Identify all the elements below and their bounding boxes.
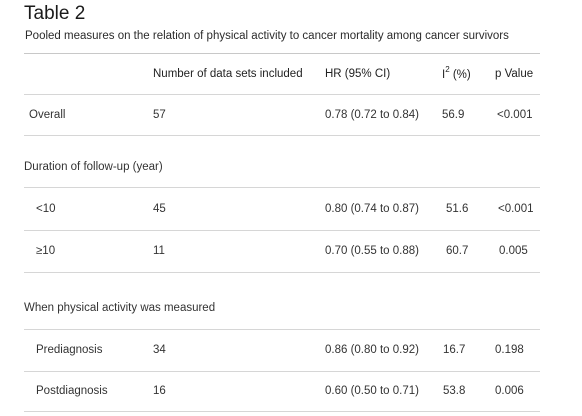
header-i2: I2 (%) (442, 65, 471, 81)
rule-prediagnosis (24, 371, 540, 372)
cell-hr: 0.80 (0.74 to 0.87) (325, 203, 419, 215)
cell-hr: 0.78 (0.72 to 0.84) (325, 109, 419, 121)
cell-p: <0.001 (498, 203, 534, 215)
section-followup: Duration of follow-up (year) (24, 161, 163, 173)
row-label: ≥10 (36, 245, 56, 257)
bottom-rule (24, 411, 540, 412)
cell-n: 45 (153, 203, 166, 215)
cell-n: 34 (153, 344, 166, 356)
cell-i2: 60.7 (446, 245, 469, 257)
rule-lt10 (24, 230, 540, 231)
cell-p: 0.006 (495, 385, 524, 397)
cell-n: 57 (153, 109, 166, 121)
cell-p: 0.005 (499, 245, 528, 257)
top-rule (24, 53, 540, 54)
cell-i2: 56.9 (442, 109, 465, 121)
table-title: Table 2 (24, 3, 86, 24)
row-label: <10 (36, 203, 56, 215)
cell-n: 11 (153, 245, 165, 257)
row-label: Postdiagnosis (36, 385, 108, 397)
rule-timing (24, 329, 540, 330)
cell-n: 16 (153, 385, 166, 397)
cell-i2: 53.8 (443, 385, 466, 397)
section-timing: When physical activity was measured (24, 302, 216, 314)
rule-ge10 (24, 272, 540, 273)
cell-hr: 0.86 (0.80 to 0.92) (325, 344, 419, 356)
header-p: p Value (495, 68, 534, 80)
row-label: Prediagnosis (36, 344, 103, 356)
header-datasets: Number of data sets included (153, 68, 303, 80)
rule-followup (24, 187, 540, 188)
cell-hr: 0.60 (0.50 to 0.71) (325, 385, 419, 397)
cell-p: <0.001 (497, 109, 533, 121)
rule-overall (24, 135, 540, 136)
cell-p: 0.198 (495, 344, 524, 356)
table-caption: Pooled measures on the relation of physi… (25, 30, 509, 42)
header-rule (24, 94, 540, 95)
header-hr: HR (95% CI) (325, 68, 391, 80)
row-label: Overall (29, 109, 66, 121)
cell-i2: 16.7 (443, 344, 466, 356)
cell-i2: 51.6 (446, 203, 469, 215)
cell-hr: 0.70 (0.55 to 0.88) (325, 245, 419, 257)
